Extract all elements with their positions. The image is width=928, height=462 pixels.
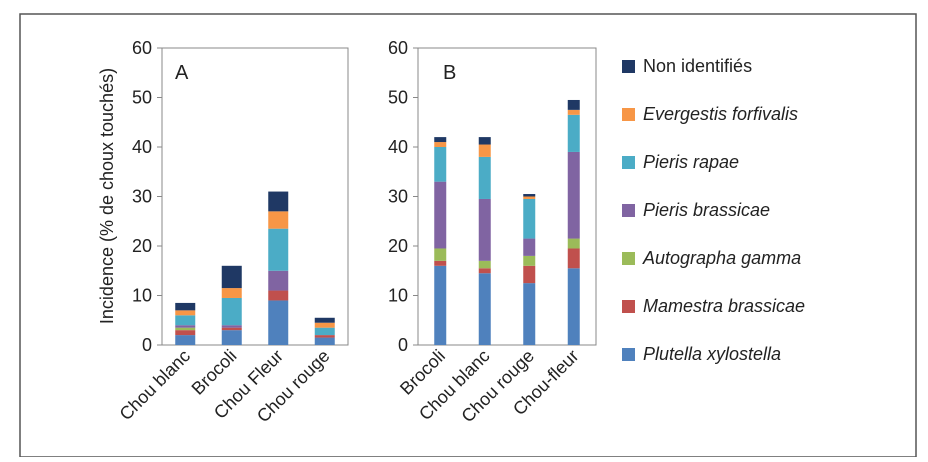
bar-segment [175, 315, 196, 326]
legend-swatch [622, 300, 635, 313]
legend-label: Plutella xylostella [643, 344, 781, 364]
bar-segment [478, 273, 491, 345]
bar-segment [221, 297, 242, 326]
bar-segment [268, 290, 289, 301]
y-tick-label: 60 [388, 38, 408, 58]
y-tick-label: 30 [388, 187, 408, 207]
panel-b-label: B [443, 62, 456, 84]
bar-segment [567, 99, 580, 110]
y-tick-label: 20 [132, 236, 152, 256]
bar-segment [175, 302, 196, 311]
bar-segment [567, 248, 580, 269]
bar-segment [268, 191, 289, 212]
bar-segment [175, 335, 196, 345]
bar-segment [221, 330, 242, 345]
bar-segment [523, 255, 536, 266]
y-axis-title: Incidence (% de choux touchés) [97, 68, 117, 324]
bar-segment [175, 310, 196, 316]
legend-label: Mamestra brassicae [643, 296, 805, 316]
bar-segment [434, 260, 447, 266]
bar-segment [434, 265, 447, 345]
bar-segment [268, 270, 289, 291]
bar-segment [221, 325, 242, 328]
bar-segment [567, 109, 580, 115]
y-tick-label: 0 [142, 335, 152, 355]
bar-segment [221, 265, 242, 289]
bar-segment [314, 335, 335, 338]
y-tick-label: 10 [388, 286, 408, 306]
bar-segment [523, 198, 536, 239]
bar-segment [478, 137, 491, 145]
legend-swatch [622, 60, 635, 73]
y-tick-label: 50 [132, 88, 152, 108]
legend-label: Pieris brassicae [643, 200, 770, 220]
y-tick-label: 0 [398, 335, 408, 355]
panel-a-label: A [175, 62, 189, 84]
bar-segment [175, 330, 196, 336]
legend-swatch [622, 156, 635, 169]
bar-segment [175, 325, 196, 328]
legend-swatch [622, 348, 635, 361]
legend: Non identifiés Evergestis forfivalis Pieri… [622, 56, 805, 364]
bar-segment [314, 327, 335, 336]
bar-segment [567, 114, 580, 152]
bar-segment [314, 322, 335, 328]
bar-segment [434, 147, 447, 182]
y-tick-label: 50 [388, 88, 408, 108]
legend-label: Non identifiés [643, 56, 752, 76]
y-tick-label: 40 [388, 137, 408, 157]
bar-segment [523, 196, 536, 199]
y-tick-label: 30 [132, 187, 152, 207]
outer-border [19, 13, 917, 458]
bar-segment [478, 144, 491, 157]
bar-segment [434, 137, 447, 143]
bar-segment [567, 238, 580, 249]
legend-label: Evergestis forfivalis [643, 104, 798, 124]
bar-segment [567, 151, 580, 239]
bar-segment [268, 211, 289, 229]
bar-segment [478, 156, 491, 199]
legend-swatch [622, 252, 635, 265]
bar-segment [268, 300, 289, 345]
bar-segment [523, 265, 536, 284]
bar-segment [478, 260, 491, 269]
legend-label: Pieris rapae [643, 152, 739, 172]
bar-segment [434, 181, 447, 249]
legend-swatch [622, 204, 635, 217]
bar-segment [434, 248, 447, 261]
bar-segment [523, 283, 536, 345]
legend-label: Autographa gamma [642, 248, 801, 268]
bar-segment [478, 268, 491, 274]
bar-segment [221, 288, 242, 298]
bar-segment [523, 238, 536, 256]
bar-segment [523, 194, 536, 197]
bar-segment [567, 268, 580, 345]
bar-segment [221, 327, 242, 331]
bar-segment [314, 337, 335, 345]
bar-segment [175, 327, 196, 331]
bar-segment [434, 142, 447, 147]
y-tick-label: 20 [388, 236, 408, 256]
bar-segment [478, 198, 491, 261]
y-tick-label: 10 [132, 286, 152, 306]
y-tick-label: 40 [132, 137, 152, 157]
bar-segment [268, 228, 289, 271]
legend-swatch [622, 108, 635, 121]
bar-segment [314, 317, 335, 323]
y-tick-label: 60 [132, 38, 152, 58]
